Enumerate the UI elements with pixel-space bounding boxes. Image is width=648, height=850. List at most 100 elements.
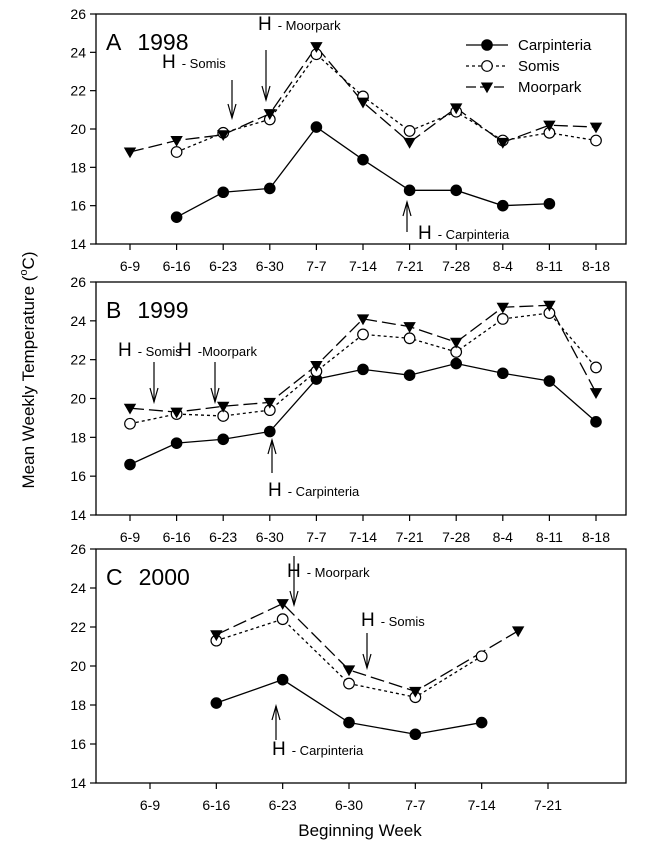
- y-tick-label: 22: [70, 619, 86, 635]
- y-tick-label: 18: [70, 697, 86, 713]
- legend-label: Somis: [518, 58, 560, 75]
- panel-year: 1999: [137, 297, 188, 323]
- data-point-moorpark: [123, 147, 137, 159]
- harvest-arrow-head: [289, 590, 299, 608]
- harvest-annotation-carpinteria: H - Carpinteria: [402, 199, 510, 244]
- x-tick-label: 6-23: [209, 258, 237, 274]
- data-point-moorpark: [170, 407, 183, 419]
- data-point-somis: [343, 677, 355, 690]
- data-point-carpinteria: [276, 673, 289, 686]
- harvest-label: H - Somis: [162, 52, 226, 73]
- data-point-moorpark: [496, 137, 509, 149]
- data-point-moorpark: [356, 97, 370, 109]
- data-point-somis: [403, 125, 416, 137]
- data-point-moorpark: [310, 360, 323, 372]
- harvest-location: - Carpinteria: [438, 227, 510, 242]
- harvest-label: H - Carpinteria: [268, 480, 360, 501]
- harvest-location: - Somis: [182, 56, 227, 71]
- harvest-location: - Carpinteria: [292, 743, 364, 758]
- harvest-label: H - Moorpark: [287, 561, 370, 582]
- x-tick-label: 6-16: [163, 529, 191, 545]
- x-tick-label: 8-11: [536, 529, 563, 545]
- data-point-carpinteria: [403, 369, 416, 382]
- data-point-carpinteria: [310, 121, 323, 133]
- harvest-letter: H: [178, 340, 192, 361]
- series-line-moorpark: [216, 602, 519, 693]
- data-point-moorpark: [450, 337, 463, 349]
- harvest-location: - Moorpark: [278, 18, 341, 33]
- x-tick-label: 8-4: [493, 258, 513, 274]
- x-tick-label: 6-23: [209, 529, 237, 545]
- panel-title: B 1999: [106, 297, 189, 323]
- y-tick-label: 16: [70, 468, 86, 484]
- harvest-location: -Moorpark: [198, 344, 258, 359]
- y-tick-label: 24: [70, 313, 86, 329]
- data-point-carpinteria: [264, 182, 276, 195]
- harvest-letter: H: [162, 52, 176, 73]
- series-line-moorpark: [129, 45, 597, 153]
- data-point-somis: [403, 332, 416, 345]
- y-tick-label: 14: [70, 507, 86, 523]
- data-point-carpinteria: [357, 363, 369, 376]
- panel-title: A 1998: [106, 29, 189, 55]
- panel-b: 14 16 18 20 22 24 26 6-9 6-16 6-23 6-30 7-7 7-14 7-21…: [70, 274, 627, 545]
- data-point-carpinteria: [217, 186, 229, 199]
- harvest-annotation-somis: H - Somis: [162, 52, 237, 121]
- panel-c: 14 16 18 20 22 24 26 6-9 6-16 6-23 6-30 7-7 7-14 7-21…: [70, 541, 627, 813]
- chart-panels: 14 16 18 20 22 24 26 6-9 6-16 6-23 6-30 7-7 7-14 7-21…: [70, 6, 627, 813]
- data-point-moorpark: [403, 322, 416, 333]
- data-point-carpinteria: [590, 416, 602, 428]
- data-point-moorpark: [263, 397, 276, 409]
- harvest-label: H - Carpinteria: [272, 739, 364, 760]
- series-line-somis: [129, 312, 597, 425]
- data-point-carpinteria: [543, 375, 556, 387]
- x-tick-label: 7-28: [442, 258, 470, 274]
- panel-a: 14 16 18 20 22 24 26 6-9 6-16 6-23 6-30 7-7 7-14 7-21…: [70, 6, 627, 274]
- panel-title: C 2000: [106, 564, 190, 590]
- panel-year: 2000: [139, 564, 190, 590]
- y-tick-label: 22: [70, 83, 86, 99]
- x-tick-label: 8-18: [582, 529, 610, 545]
- y-tick-label: 16: [70, 198, 86, 214]
- data-point-carpinteria: [450, 184, 463, 197]
- harvest-location: - Somis: [138, 344, 183, 359]
- panel-letter: C: [106, 564, 123, 590]
- data-point-carpinteria: [497, 199, 509, 212]
- harvest-location: - Moorpark: [307, 565, 370, 580]
- data-point-carpinteria: [497, 367, 509, 380]
- panel-letter: B: [106, 297, 121, 323]
- harvest-letter: H: [418, 223, 432, 244]
- harvest-annotation-somis: H - Somis: [118, 340, 183, 405]
- x-tick-label: 7-7: [405, 797, 425, 813]
- x-tick-label: 7-14: [349, 529, 377, 545]
- harvest-annotation-somis: H - Somis: [361, 610, 425, 671]
- data-point-somis: [124, 417, 136, 430]
- harvest-letter: H: [272, 739, 286, 760]
- legend: Carpinteria Somis Moorpark: [466, 37, 592, 96]
- data-point-moorpark: [403, 137, 416, 149]
- data-point-moorpark: [589, 388, 603, 399]
- data-point-moorpark: [217, 130, 230, 142]
- data-point-moorpark: [217, 401, 230, 413]
- data-point-carpinteria: [357, 153, 369, 166]
- data-point-carpinteria: [409, 728, 422, 741]
- legend-entry-carpinteria: Carpinteria: [466, 37, 592, 54]
- data-point-somis: [276, 613, 289, 626]
- x-tick-label: 7-28: [442, 529, 470, 545]
- data-point-carpinteria: [170, 211, 183, 223]
- y-tick-label: 14: [70, 775, 86, 791]
- legend-marker: [481, 60, 493, 72]
- x-tick-label: 7-14: [468, 797, 496, 813]
- panel-letter: A: [106, 29, 122, 55]
- data-point-moorpark: [496, 302, 509, 314]
- y-tick-label: 24: [70, 44, 86, 60]
- x-tick-label: 6-9: [120, 529, 140, 545]
- harvest-arrow-head: [149, 387, 159, 405]
- y-tick-label: 20: [70, 658, 86, 674]
- harvest-label: H -Moorpark: [178, 340, 257, 361]
- series-line-carpinteria: [176, 126, 550, 218]
- data-point-carpinteria: [475, 716, 488, 729]
- harvest-arrow-head: [227, 103, 237, 121]
- x-tick-label: 7-21: [534, 797, 562, 813]
- data-point-carpinteria: [170, 437, 183, 449]
